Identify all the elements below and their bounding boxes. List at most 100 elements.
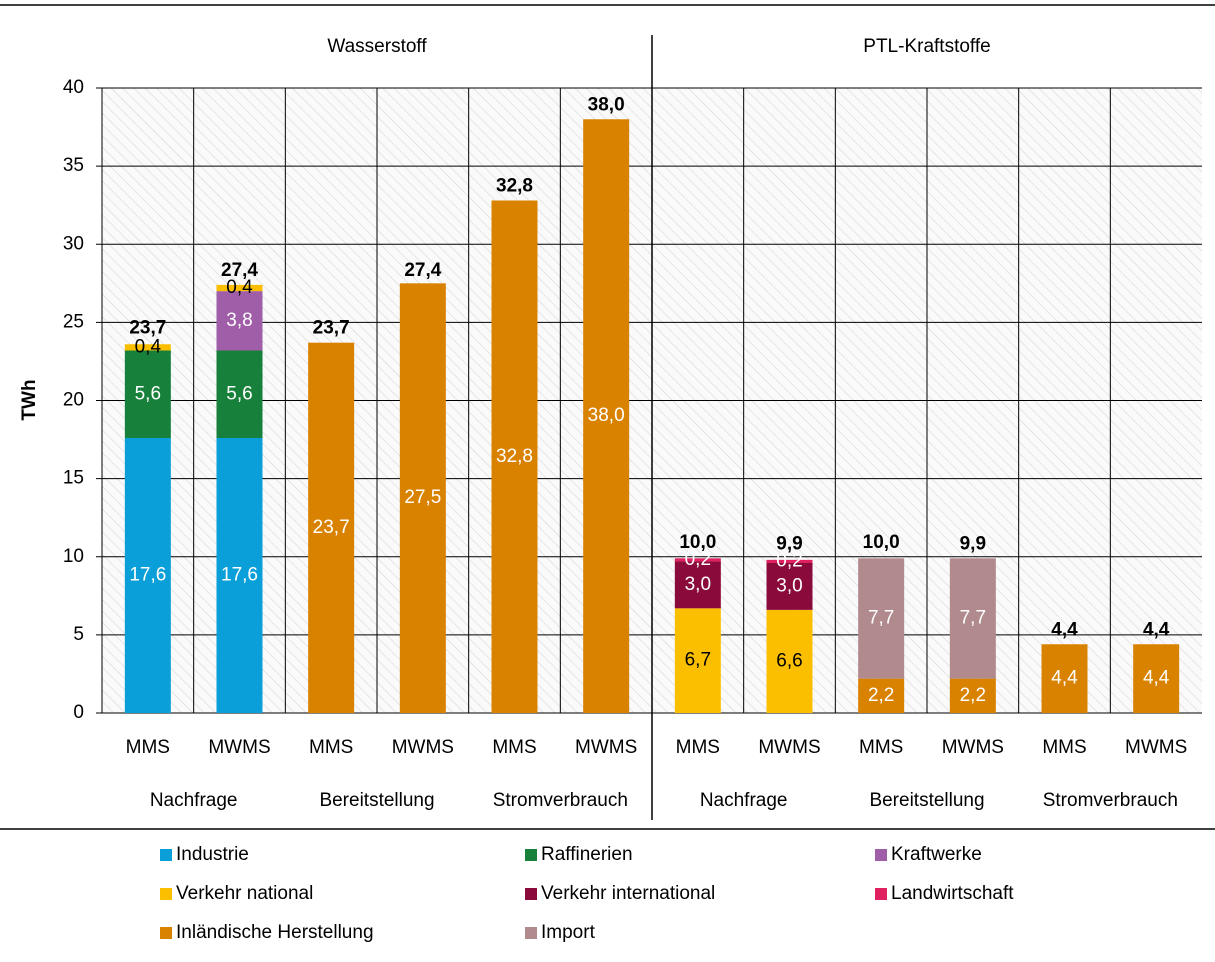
group-label: Nachfrage bbox=[700, 790, 788, 811]
legend-swatch bbox=[160, 927, 172, 939]
total-label: 4,4 bbox=[1051, 619, 1078, 640]
bar-segment bbox=[766, 609, 813, 713]
value-label: 7,7 bbox=[960, 607, 986, 628]
y-axis-label: TWh bbox=[19, 379, 40, 420]
x-tick-label: MWMS bbox=[758, 737, 820, 758]
total-label: 9,9 bbox=[776, 533, 802, 554]
value-label: 4,4 bbox=[1143, 668, 1170, 689]
legend-label: Verkehr international bbox=[541, 883, 715, 904]
legend-label: Import bbox=[541, 922, 596, 943]
legend-label: Industrie bbox=[176, 844, 249, 865]
y-tick-label: 10 bbox=[63, 546, 84, 567]
total-label: 27,4 bbox=[404, 260, 441, 281]
value-label: 7,7 bbox=[868, 607, 894, 628]
bar-segment bbox=[124, 350, 171, 438]
bar-segment bbox=[674, 608, 721, 713]
y-tick-label: 40 bbox=[63, 77, 84, 98]
bar-segment bbox=[216, 284, 263, 292]
value-label: 5,6 bbox=[226, 383, 252, 404]
total-label: 9,9 bbox=[960, 533, 986, 554]
group-label: Bereitstellung bbox=[869, 790, 984, 811]
y-tick-label: 0 bbox=[73, 702, 84, 723]
total-label: 10,0 bbox=[679, 532, 716, 553]
total-label: 4,4 bbox=[1143, 619, 1170, 640]
y-tick-label: 35 bbox=[63, 155, 84, 176]
bar-segment bbox=[1133, 644, 1180, 713]
total-label: 27,4 bbox=[221, 260, 258, 281]
value-label: 3,8 bbox=[226, 310, 252, 331]
bar-segment bbox=[674, 558, 721, 562]
x-tick-label: MWMS bbox=[208, 737, 270, 758]
legend-label: Kraftwerke bbox=[891, 844, 982, 865]
legend-swatch bbox=[525, 888, 537, 900]
value-label: 3,0 bbox=[776, 575, 802, 596]
value-label: 17,6 bbox=[129, 565, 166, 586]
total-label: 23,7 bbox=[313, 318, 350, 339]
value-label: 4,4 bbox=[1051, 668, 1078, 689]
group-label: Nachfrage bbox=[150, 790, 238, 811]
bar-segment bbox=[858, 678, 905, 713]
total-label: 32,8 bbox=[496, 176, 533, 197]
section-label: Wasserstoff bbox=[327, 36, 427, 57]
group-label: Stromverbrauch bbox=[1043, 790, 1178, 811]
value-label: 0,2 bbox=[685, 549, 711, 570]
value-label: 3,0 bbox=[685, 574, 711, 595]
group-label: Stromverbrauch bbox=[493, 790, 628, 811]
value-label: 6,6 bbox=[776, 650, 802, 671]
bar-segment bbox=[766, 559, 813, 563]
x-tick-label: MMS bbox=[309, 737, 353, 758]
x-tick-label: MWMS bbox=[575, 737, 637, 758]
bar-segment bbox=[949, 558, 996, 679]
x-tick-label: MWMS bbox=[392, 737, 454, 758]
bar-segment bbox=[399, 283, 446, 713]
bar-segment bbox=[216, 438, 263, 713]
bar-segment bbox=[674, 561, 721, 609]
bar-segment bbox=[124, 438, 171, 713]
bar-segment bbox=[216, 350, 263, 438]
y-tick-label: 25 bbox=[63, 311, 84, 332]
x-tick-label: MWMS bbox=[1125, 737, 1187, 758]
legend-swatch bbox=[160, 888, 172, 900]
value-label: 0,2 bbox=[776, 550, 802, 571]
value-label: 38,0 bbox=[588, 405, 625, 426]
y-tick-label: 30 bbox=[63, 233, 84, 254]
value-label: 0,4 bbox=[135, 336, 162, 357]
total-label: 38,0 bbox=[588, 94, 625, 115]
value-label: 5,6 bbox=[135, 383, 161, 404]
total-label: 23,7 bbox=[129, 318, 166, 339]
bar-segment bbox=[216, 291, 263, 351]
x-tick-label: MMS bbox=[126, 737, 170, 758]
legend-label: Raffinerien bbox=[541, 844, 633, 865]
x-tick-label: MMS bbox=[1042, 737, 1086, 758]
total-label: 10,0 bbox=[863, 532, 900, 553]
legend-swatch bbox=[525, 927, 537, 939]
bar-segment bbox=[949, 678, 996, 713]
group-label: Bereitstellung bbox=[319, 790, 434, 811]
value-label: 6,7 bbox=[685, 650, 711, 671]
x-tick-label: MWMS bbox=[942, 737, 1004, 758]
legend-label: Landwirtschaft bbox=[891, 883, 1014, 904]
value-label: 23,7 bbox=[313, 517, 350, 538]
value-label: 17,6 bbox=[221, 565, 258, 586]
legend-swatch bbox=[525, 849, 537, 861]
bar-segment bbox=[766, 563, 813, 610]
legend-swatch bbox=[160, 849, 172, 861]
bar-segment bbox=[124, 344, 171, 351]
legend-swatch bbox=[875, 888, 887, 900]
value-label: 2,2 bbox=[868, 685, 894, 706]
value-label: 2,2 bbox=[960, 685, 986, 706]
bar-segment bbox=[308, 342, 355, 713]
x-tick-label: MMS bbox=[859, 737, 903, 758]
value-label: 0,4 bbox=[226, 277, 253, 298]
bar-segment bbox=[1041, 644, 1088, 713]
bar-segment bbox=[858, 558, 905, 679]
y-tick-label: 5 bbox=[73, 624, 84, 645]
section-label: PTL-Kraftstoffe bbox=[863, 36, 990, 57]
legend-label: Verkehr national bbox=[176, 883, 313, 904]
y-tick-label: 20 bbox=[63, 390, 84, 411]
value-label: 27,5 bbox=[404, 487, 441, 508]
bar-segment bbox=[583, 119, 630, 713]
y-tick-label: 15 bbox=[63, 468, 84, 489]
x-tick-label: MMS bbox=[492, 737, 536, 758]
